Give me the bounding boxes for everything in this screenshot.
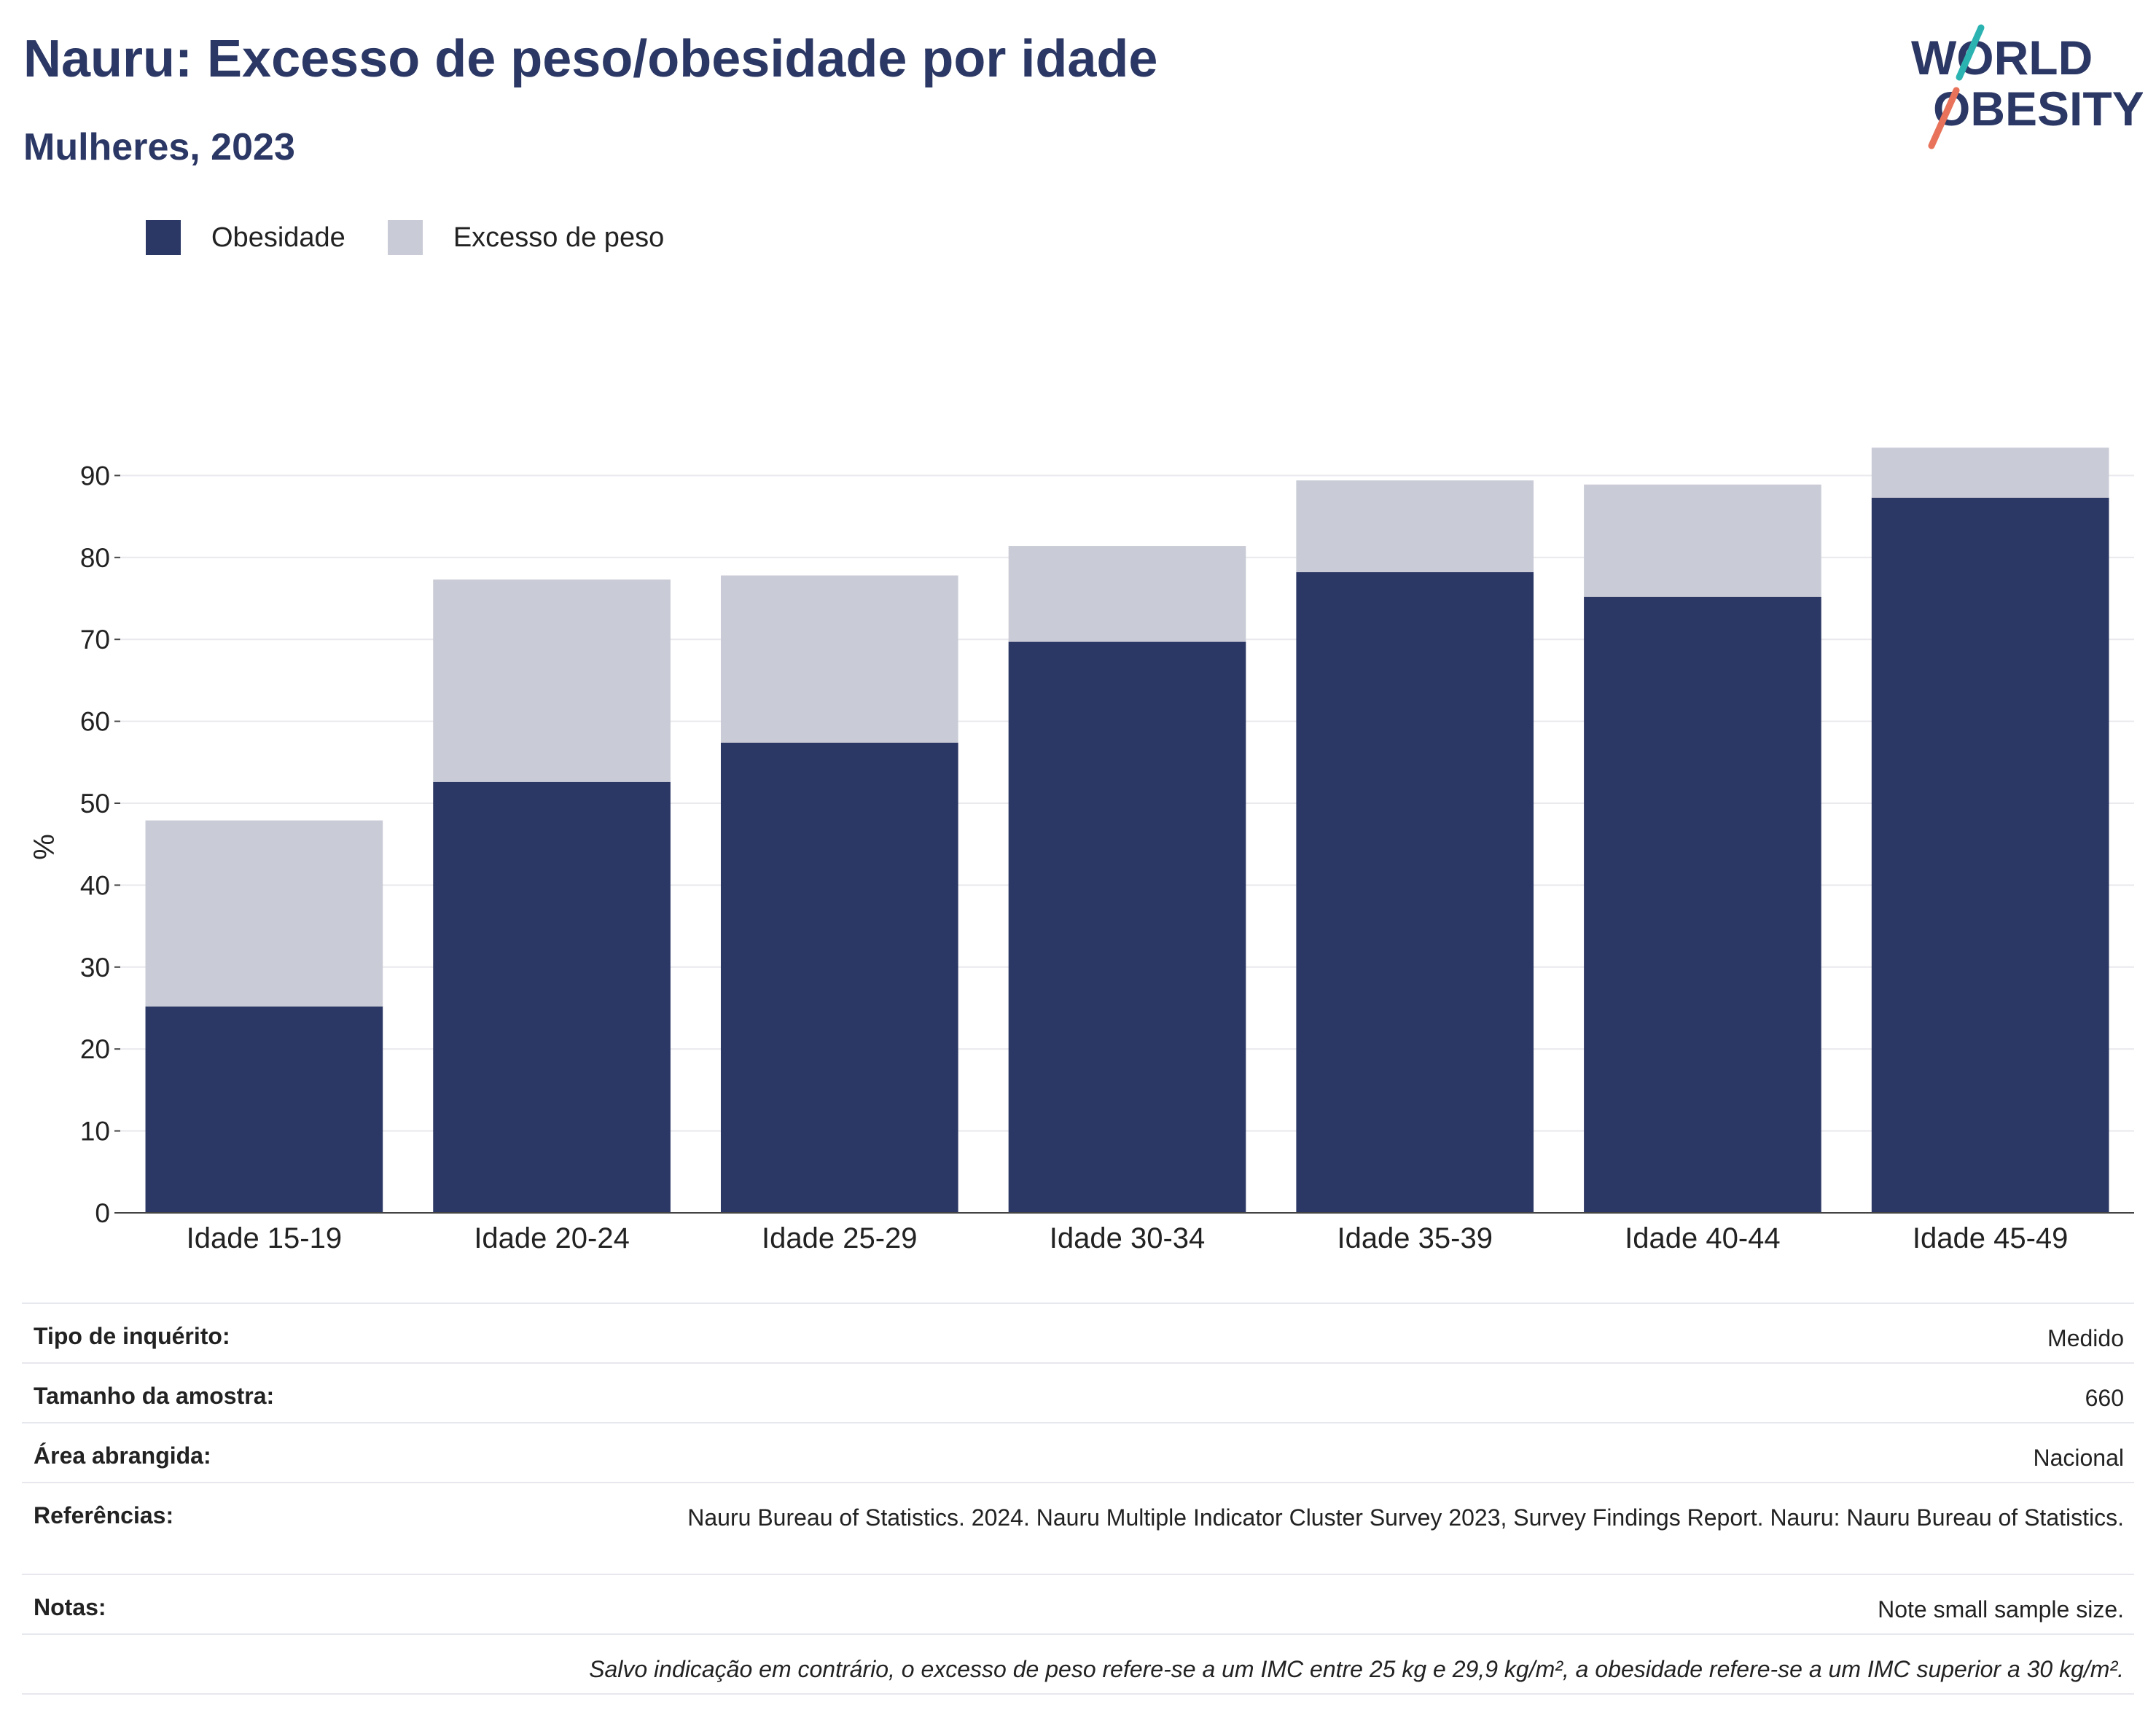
world-obesity-logo: WORLD OBESITY — [1911, 24, 2143, 149]
bar-excesso-de-peso-idade-20-24[interactable] — [433, 579, 671, 782]
legend-swatch-excesso-de-peso — [387, 220, 423, 255]
y-tick-label: 90 — [80, 461, 110, 491]
x-tick-label: Idade 15-19 — [187, 1222, 343, 1254]
x-tick-label: Idade 25-29 — [762, 1222, 918, 1254]
x-tick-label: Idade 35-39 — [1337, 1222, 1493, 1254]
y-tick-label: 80 — [80, 543, 110, 573]
svg-text:OBESITY: OBESITY — [1933, 82, 2143, 136]
chart-legend: Obesidade Excesso de peso — [146, 216, 706, 259]
svg-text:WORLD: WORLD — [1911, 31, 2093, 85]
chart-title: Nauru: Excesso de peso/obesidade por ida… — [23, 30, 1158, 88]
x-tick-label: Idade 20-24 — [474, 1222, 630, 1254]
y-tick-label: 60 — [80, 707, 110, 737]
bar-excesso-de-peso-idade-35-39[interactable] — [1296, 480, 1534, 573]
info-value: Note small sample size. — [1878, 1596, 2124, 1622]
info-value: Nauru Bureau of Statistics. 2024. Nauru … — [687, 1504, 2124, 1531]
y-tick-label: 0 — [95, 1198, 110, 1228]
bar-excesso-de-peso-idade-45-49[interactable] — [1871, 448, 2109, 498]
logo-coral-slash — [1928, 87, 1960, 149]
legend-item-obesidade[interactable]: Obesidade — [146, 220, 345, 255]
y-axis-title: % — [28, 834, 60, 860]
info-row-survey-type: Tipo de inquérito: Medido — [22, 1304, 2134, 1364]
bar-obesidade-idade-20-24[interactable] — [433, 781, 671, 1213]
x-tick-label: Idade 45-49 — [1913, 1222, 2069, 1254]
info-row-references: Referências: Nauru Bureau of Statistics.… — [22, 1483, 2134, 1575]
info-value: 660 — [2085, 1385, 2124, 1411]
bar-excesso-de-peso-idade-30-34[interactable] — [1008, 546, 1246, 642]
bar-excesso-de-peso-idade-25-29[interactable] — [720, 575, 958, 743]
stacked-bar-chart: 0 10 20 30 40 50 60 70 80 90 Idade 15-19 Idade 20-2… — [28, 448, 2134, 1254]
info-row-sample-size: Tamanho da amostra: 660 — [22, 1364, 2134, 1423]
x-tick-label: Idade 30-34 — [1050, 1222, 1206, 1254]
y-tick-label: 40 — [80, 870, 110, 900]
chart-subtitle: Mulheres, 2023 — [23, 126, 295, 168]
survey-info-table: Tipo de inquérito: Medido Tamanho da amo… — [22, 1303, 2134, 1695]
y-tick-label: 50 — [80, 789, 110, 819]
bar-obesidade-idade-30-34[interactable] — [1008, 641, 1246, 1213]
info-row-notes: Notas: Note small sample size. — [22, 1575, 2134, 1635]
bar-obesidade-idade-15-19[interactable] — [145, 1006, 383, 1213]
info-label: Referências: — [34, 1502, 174, 1528]
info-label: Notas: — [34, 1594, 106, 1620]
definition-footnote: Salvo indicação em contrário, o excesso … — [589, 1656, 2124, 1682]
y-tick-label: 70 — [80, 625, 110, 655]
y-tick-label: 10 — [80, 1117, 110, 1147]
bar-obesidade-idade-35-39[interactable] — [1296, 572, 1534, 1213]
bar-obesidade-idade-25-29[interactable] — [720, 742, 958, 1213]
legend-item-excesso-de-peso[interactable]: Excesso de peso — [387, 220, 665, 255]
x-tick-label: Idade 40-44 — [1625, 1222, 1781, 1254]
legend-label-excesso-de-peso: Excesso de peso — [453, 222, 665, 253]
info-label: Área abrangida: — [34, 1442, 211, 1469]
info-value: Nacional — [2033, 1445, 2124, 1471]
bar-excesso-de-peso-idade-40-44[interactable] — [1584, 484, 1821, 597]
info-row-footnote: Salvo indicação em contrário, o excesso … — [22, 1635, 2134, 1695]
logo-teal-slash — [1956, 24, 1985, 81]
legend-swatch-obesidade — [146, 220, 181, 255]
bar-obesidade-idade-45-49[interactable] — [1871, 497, 2109, 1213]
legend-label-obesidade: Obesidade — [211, 222, 345, 253]
info-row-area: Área abrangida: Nacional — [22, 1423, 2134, 1483]
bar-obesidade-idade-40-44[interactable] — [1584, 596, 1821, 1213]
info-label: Tipo de inquérito: — [34, 1323, 230, 1349]
info-value: Medido — [2047, 1325, 2124, 1351]
bar-excesso-de-peso-idade-15-19[interactable] — [145, 820, 383, 1007]
info-label: Tamanho da amostra: — [34, 1383, 275, 1409]
y-tick-label: 30 — [80, 953, 110, 983]
y-tick-label: 20 — [80, 1034, 110, 1064]
